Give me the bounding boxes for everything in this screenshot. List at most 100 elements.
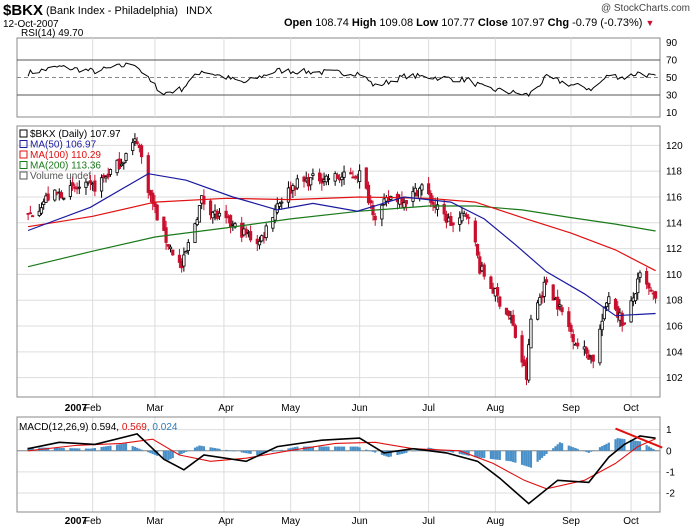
exchange-label: INDX xyxy=(186,5,213,17)
x-axis-label-bottom: Apr xyxy=(218,516,234,527)
histogram-bar xyxy=(647,446,650,451)
histogram-bar xyxy=(543,450,546,456)
histogram-bar xyxy=(29,447,32,451)
histogram-bar xyxy=(162,450,165,459)
x-axis-label: Mar xyxy=(146,403,164,414)
candle-body xyxy=(286,187,291,203)
candle-body xyxy=(605,302,609,308)
ma100-line xyxy=(28,196,656,272)
candle-body xyxy=(569,324,573,332)
histogram-bar xyxy=(167,450,170,461)
histogram-bar xyxy=(138,448,141,451)
histogram-bar xyxy=(240,450,243,453)
x-axis-label-bottom: Sep xyxy=(562,516,580,527)
histogram-bar xyxy=(474,450,477,458)
histogram-bar xyxy=(587,450,590,453)
histogram-bar xyxy=(100,447,103,451)
histogram-bar xyxy=(636,440,639,451)
candle-body xyxy=(616,306,620,318)
rsi-tick-label: 50 xyxy=(666,73,678,84)
histogram-bar xyxy=(451,450,455,453)
x-axis-label: Aug xyxy=(486,403,504,414)
histogram-bar xyxy=(349,446,352,451)
open-value: 108.74 xyxy=(315,17,349,29)
histogram-bar xyxy=(153,450,157,455)
histogram-bar xyxy=(291,447,294,451)
candle-body xyxy=(495,287,500,296)
histogram-bar xyxy=(514,450,517,463)
candle-body xyxy=(649,289,653,292)
macd-tick-label: 1 xyxy=(666,425,672,436)
candle-body xyxy=(364,167,368,189)
histogram-bar xyxy=(107,446,110,451)
candle-body xyxy=(71,182,75,187)
open-label: Open xyxy=(284,17,313,29)
histogram-bar xyxy=(358,447,361,451)
ma50-line xyxy=(27,173,656,317)
legend-item: Volume undef xyxy=(30,171,91,182)
histogram-bar xyxy=(71,448,74,451)
x-axis-label: Feb xyxy=(84,403,102,414)
macd-label-prefix: MACD(12,26,9) xyxy=(19,422,91,433)
macd-value: 0.594, xyxy=(91,422,122,433)
x-axis-label-bottom: Jul xyxy=(422,516,435,527)
histogram-bar xyxy=(276,450,279,452)
legend-swatch xyxy=(19,140,28,148)
histogram-bar xyxy=(47,447,50,451)
x-axis-label: Apr xyxy=(218,403,234,414)
price-tick-label: 102 xyxy=(666,373,683,384)
candle-body xyxy=(264,225,268,239)
histogram-bar xyxy=(280,449,283,451)
histogram-bar xyxy=(545,450,548,455)
candle-body xyxy=(202,195,206,205)
histogram-bar xyxy=(460,450,464,455)
close-value: 107.97 xyxy=(510,17,545,29)
candle-body xyxy=(460,212,464,222)
histogram-bar xyxy=(273,450,277,452)
histogram-bar xyxy=(124,443,128,451)
histogram-bar xyxy=(325,446,328,451)
x-axis-label: Jun xyxy=(352,403,368,414)
candle-body xyxy=(584,347,589,354)
histogram-bar xyxy=(58,447,61,451)
candle-body xyxy=(62,197,66,200)
candle-body xyxy=(435,204,440,210)
candle-body xyxy=(489,276,493,290)
candle-body xyxy=(106,173,110,178)
histogram-bar xyxy=(411,450,415,452)
candle-body xyxy=(622,322,627,325)
candle-body xyxy=(68,185,72,197)
histogram-bar xyxy=(483,450,486,459)
histogram-bar xyxy=(69,448,72,451)
candle-body xyxy=(122,161,126,164)
price-panel: 120 118 116 114 112 110 108 106 104 102 $BKX (Dail… xyxy=(16,125,683,398)
candle-body xyxy=(244,228,248,235)
histogram-bar xyxy=(151,450,154,455)
candle-body xyxy=(529,318,533,349)
macd-panel: 1 0 -1 -2 MACD(12,26,9) 0.594, 0.569, 0.024 xyxy=(16,416,675,513)
histogram-bar xyxy=(512,450,515,463)
candle-body xyxy=(131,142,135,151)
candle-body xyxy=(84,181,88,188)
histogram-bar xyxy=(603,444,606,451)
histogram-bar xyxy=(136,447,139,451)
histogram-bar xyxy=(654,450,657,451)
histogram-bar xyxy=(322,446,326,451)
legend-swatch xyxy=(19,129,28,138)
candle-body xyxy=(511,314,515,326)
macd-label: MACD(12,26,9) 0.594, 0.569, 0.024 xyxy=(19,422,178,433)
candle-body xyxy=(275,203,279,213)
histogram-bar xyxy=(536,450,539,462)
histogram-bar xyxy=(552,448,555,451)
histogram-bar xyxy=(498,450,501,461)
histogram-bar xyxy=(169,450,172,460)
histogram-bar xyxy=(120,444,123,451)
histogram-bar xyxy=(287,448,290,451)
candle-body xyxy=(168,246,173,250)
candle-body xyxy=(311,173,315,176)
candle-body xyxy=(620,312,624,327)
price-tick-label: 104 xyxy=(666,347,683,358)
price-tick-label: 114 xyxy=(666,218,682,229)
histogram-bar xyxy=(367,450,370,451)
